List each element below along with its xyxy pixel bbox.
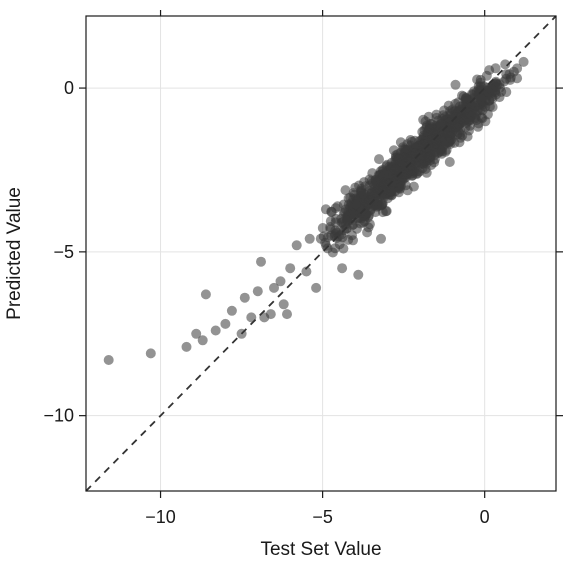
- data-point: [395, 183, 405, 194]
- data-point: [358, 217, 369, 228]
- data-point: [453, 106, 464, 117]
- data-point: [322, 232, 333, 243]
- x-axis-title: Test Set Value: [260, 539, 381, 560]
- x-tick-label: 0: [480, 507, 490, 527]
- data-point: [482, 109, 493, 120]
- data-point: [351, 199, 362, 209]
- data-point: [278, 299, 289, 310]
- y-tick-label: −5: [53, 242, 74, 262]
- data-point: [388, 145, 399, 156]
- data-point: [470, 102, 480, 113]
- data-point: [239, 292, 250, 303]
- y-axis-title: Predicted Value: [4, 187, 25, 320]
- data-point: [386, 186, 397, 196]
- data-point: [369, 187, 380, 198]
- data-point: [390, 164, 401, 175]
- data-point: [304, 233, 315, 244]
- plot-frame: [85, 15, 557, 492]
- data-point: [408, 181, 419, 192]
- data-point: [340, 185, 351, 196]
- data-point: [425, 124, 436, 134]
- data-point: [512, 63, 523, 74]
- data-point: [358, 188, 369, 199]
- data-point: [487, 102, 498, 112]
- data-point: [220, 318, 231, 329]
- data-point: [282, 309, 292, 320]
- x-tick-label: −5: [312, 507, 333, 527]
- data-point: [401, 169, 412, 179]
- data-point: [370, 175, 381, 186]
- data-point: [291, 240, 302, 251]
- axis-ticks: −10 −5 0 −10 −5 0: [43, 10, 563, 527]
- data-point: [226, 305, 237, 316]
- data-point: [331, 227, 342, 238]
- data-point: [301, 266, 312, 277]
- data-point: [317, 223, 328, 233]
- data-point: [410, 150, 421, 160]
- data-point: [431, 135, 442, 146]
- data-point: [376, 200, 387, 211]
- data-point: [475, 93, 486, 104]
- data-point: [275, 276, 286, 287]
- data-point: [444, 157, 455, 167]
- data-point: [256, 256, 266, 267]
- data-point: [330, 203, 341, 214]
- data-point: [337, 263, 348, 274]
- data-point: [388, 178, 399, 189]
- data-point: [445, 121, 456, 132]
- data-point: [345, 208, 356, 219]
- data-point: [348, 235, 358, 246]
- data-point: [197, 335, 208, 346]
- data-point: [259, 312, 270, 323]
- data-point: [500, 59, 511, 70]
- data-point: [330, 243, 341, 254]
- data-point: [462, 131, 473, 142]
- data-point: [473, 121, 483, 132]
- data-point: [518, 56, 529, 67]
- data-point: [145, 348, 156, 359]
- data-point: [191, 328, 202, 339]
- data-point: [435, 119, 446, 130]
- data-point: [311, 282, 322, 293]
- data-point: [481, 70, 492, 81]
- data-point: [353, 269, 364, 280]
- data-point: [472, 74, 483, 85]
- data-point: [103, 355, 114, 365]
- data-point: [269, 282, 279, 293]
- data-point: [494, 92, 505, 103]
- data-point: [450, 79, 461, 90]
- data-points: [103, 56, 529, 365]
- data-point: [378, 171, 389, 182]
- data-point: [354, 180, 364, 191]
- data-point: [486, 84, 497, 95]
- y-tick-label: −10: [43, 406, 74, 426]
- data-point: [320, 204, 331, 215]
- data-point: [210, 325, 221, 336]
- data-point: [181, 341, 192, 352]
- data-point: [499, 76, 510, 87]
- data-point: [376, 233, 386, 244]
- data-point: [285, 263, 296, 274]
- data-point: [362, 227, 373, 238]
- y-tick-label: 0: [64, 78, 74, 98]
- data-point: [433, 148, 443, 158]
- data-point: [200, 289, 211, 300]
- data-point: [374, 154, 384, 165]
- data-point: [246, 312, 257, 323]
- data-point: [512, 73, 523, 84]
- data-point: [252, 286, 263, 297]
- x-tick-label: −10: [145, 507, 176, 527]
- data-point: [331, 213, 342, 224]
